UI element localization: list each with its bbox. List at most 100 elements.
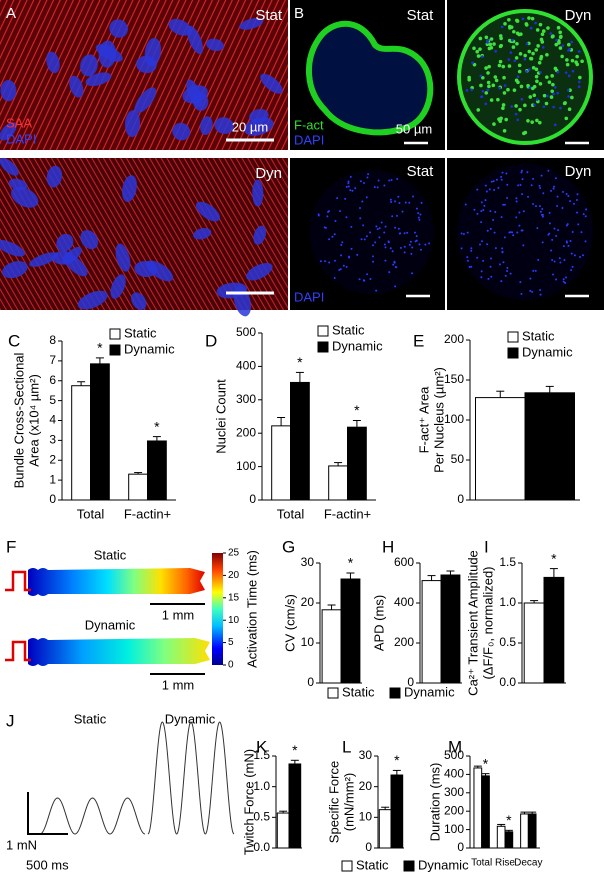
cell-dot (550, 89, 554, 94)
stain-label: SAA (6, 115, 32, 130)
cell-dot (492, 180, 495, 183)
cell-dot (359, 217, 362, 220)
cell-dot (420, 201, 423, 204)
cell-dot (345, 185, 348, 188)
cell-dot (479, 83, 483, 88)
bar (271, 425, 292, 501)
panel-letter: G (282, 537, 295, 556)
y-tick-label: 400 (444, 767, 464, 781)
cell-dot (552, 273, 555, 276)
bar (276, 812, 290, 849)
cell-dot (380, 221, 383, 224)
cell-dot (551, 258, 554, 261)
cell-dot (537, 258, 540, 261)
cell-dot (548, 232, 551, 235)
cell-dot (532, 269, 535, 272)
cell-dot (553, 185, 556, 188)
condition-label: Static (94, 547, 127, 562)
y-tick-label: 0.0 (253, 840, 270, 854)
cell-dot (567, 244, 570, 247)
cell-dot (550, 249, 553, 252)
cell-dot (340, 243, 343, 246)
cell-dot (387, 240, 390, 243)
y-tick-label: 100 (444, 412, 464, 426)
cell-dot (571, 69, 575, 73)
cell-dot (394, 285, 397, 288)
nucleus (136, 55, 157, 74)
cell-dot (559, 106, 562, 110)
panel-letter: C (8, 331, 20, 350)
cell-dot (371, 255, 374, 258)
cell-dot (534, 67, 539, 72)
significance-marker: * (506, 812, 512, 828)
cell-dot (486, 229, 489, 232)
bar (90, 363, 110, 501)
cell-dot (506, 197, 509, 200)
cell-dot (527, 49, 532, 54)
bar (496, 825, 506, 849)
cell-dot (487, 84, 491, 89)
cell-dot (480, 276, 483, 279)
cell-dot (551, 34, 555, 38)
cell-dot (403, 245, 406, 248)
legend-swatch (317, 341, 329, 353)
cell-dot (345, 216, 348, 219)
bar (340, 578, 361, 684)
cell-dot (486, 243, 489, 246)
cell-dot (550, 74, 554, 78)
bar (128, 473, 149, 501)
stain-label: F-act (294, 117, 324, 132)
y-tick-label: 0 (49, 492, 56, 506)
cell-dot (366, 176, 369, 179)
panel-letter: F (6, 537, 16, 556)
scale-bar-label: 1 mN (6, 837, 37, 852)
stain-label: DAPI (294, 289, 324, 304)
cell-dot (484, 91, 489, 95)
cell-dot (496, 97, 500, 102)
cell-dot (567, 194, 570, 197)
cell-dot (376, 228, 379, 231)
cell-dot (516, 118, 520, 122)
nucleus (0, 80, 17, 102)
cell-dot (358, 206, 361, 209)
cell-dot (516, 231, 519, 234)
nucleus (168, 18, 192, 36)
cell-dot (470, 265, 473, 268)
y-tick-label: 100 (444, 822, 464, 836)
cell-dot (531, 65, 536, 70)
cell-dot (472, 62, 477, 67)
cell-dot (374, 241, 377, 244)
cell-dot (358, 278, 361, 281)
cell-dot (521, 229, 524, 232)
cell-dot (345, 265, 348, 268)
cell-dot (530, 86, 535, 91)
cell-dot (506, 269, 509, 272)
cell-dot (494, 49, 497, 53)
y-tick-label: 0 (457, 492, 464, 506)
cell-dot (580, 59, 584, 64)
tile-label: Dyn (565, 163, 592, 180)
cell-dot (465, 89, 469, 92)
nucleus (0, 157, 19, 176)
cell-dot (339, 268, 342, 271)
panel-letter: B (294, 5, 304, 22)
y-tick-label: 0 (407, 675, 414, 689)
cell-dot (537, 120, 542, 125)
cell-dot (540, 174, 543, 177)
y-tick-label: 1 (49, 472, 56, 486)
cell-dot (554, 177, 557, 180)
cell-dot (572, 202, 575, 205)
cell-dot (398, 232, 401, 235)
cell-dot (409, 240, 412, 243)
cell-dot (513, 59, 517, 63)
cell-dot (349, 189, 352, 192)
cell-dot (580, 231, 583, 234)
y-tick-label: 20 (359, 779, 373, 793)
cell-dot (375, 289, 378, 292)
cell-dot (324, 226, 327, 229)
colorbar (212, 553, 223, 665)
cell-dot (534, 21, 537, 25)
cell-dot (350, 247, 353, 250)
y-tick-label: 1.5 (253, 748, 270, 762)
cell-dot (519, 84, 524, 89)
